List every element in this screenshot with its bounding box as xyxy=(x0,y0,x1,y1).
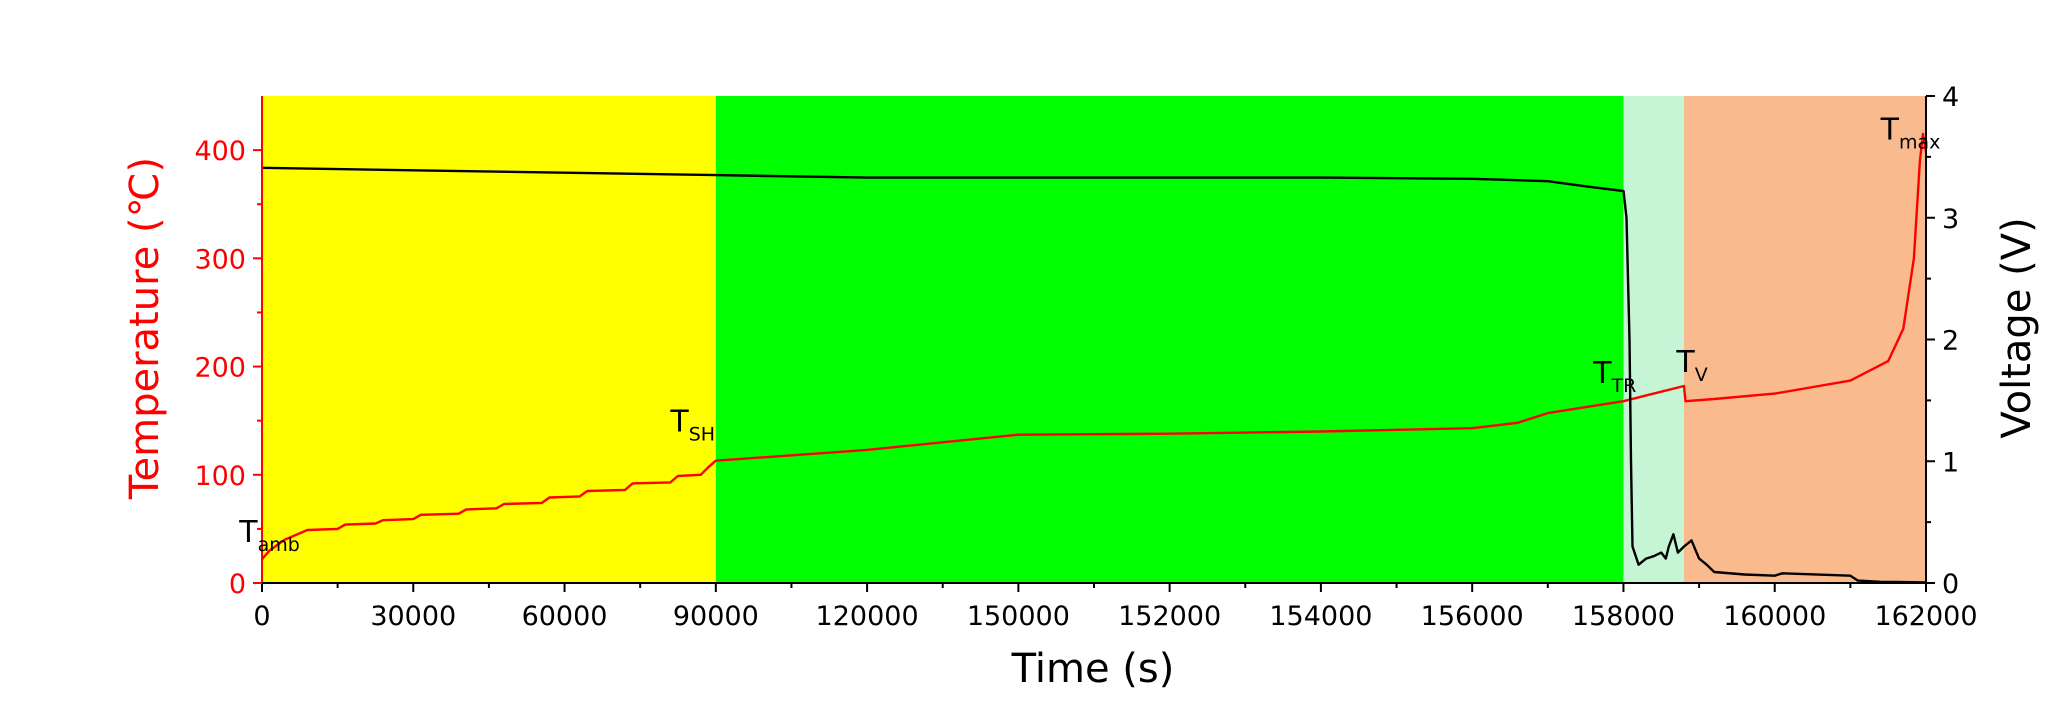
x-tick-label: 30000 xyxy=(370,601,456,632)
y-right-tick-label: 4 xyxy=(1942,82,1959,113)
x-tick-label: 120000 xyxy=(816,601,919,632)
x-tick-label: 154000 xyxy=(1269,601,1372,632)
x-tick-label: 90000 xyxy=(673,601,759,632)
y-left-axis-title: Temperature (℃) xyxy=(122,157,168,500)
x-tick-label: 156000 xyxy=(1421,601,1524,632)
y-left-tick-label: 0 xyxy=(229,569,246,600)
x-tick-label: 158000 xyxy=(1572,601,1675,632)
x-axis-title: Time (s) xyxy=(1011,646,1175,692)
annotation-label: TV xyxy=(1675,345,1707,386)
series-line-voltage xyxy=(261,166,1927,584)
y-left-tick-label: 100 xyxy=(194,461,246,492)
region-3 xyxy=(1683,96,1926,583)
axes: 0 30000 60000 90000 120000 150000 152000 154000… xyxy=(194,82,1977,632)
y-right-tick-label: 2 xyxy=(1942,326,1959,357)
y-right-tick-label: 1 xyxy=(1942,447,1959,478)
annotation-label: TSH xyxy=(669,404,715,445)
annotation-label: TTR xyxy=(1592,356,1636,397)
annotation-label: Tamb xyxy=(238,515,300,556)
series-line-temperature xyxy=(261,132,1928,560)
y-right-tick-label: 0 xyxy=(1942,569,1959,600)
annotation-label: Tmax xyxy=(1880,112,1941,153)
region-1 xyxy=(715,96,1624,583)
x-tick-label: 152000 xyxy=(1118,601,1221,632)
x-tick-label: 160000 xyxy=(1723,601,1826,632)
x-tick-label: 60000 xyxy=(522,601,608,632)
series-group xyxy=(261,132,1928,584)
x-tick-label: 162000 xyxy=(1874,601,1977,632)
annotations: Tamb TSH TTR TV Tmax xyxy=(238,112,1940,556)
background-regions xyxy=(262,96,1926,583)
y-right-tick-label: 3 xyxy=(1942,204,1959,235)
x-tick-label: 150000 xyxy=(967,601,1070,632)
region-2 xyxy=(1623,96,1684,583)
y-right-axis-title: Voltage (V) xyxy=(1994,217,2040,438)
y-left-tick-label: 300 xyxy=(194,244,246,275)
y-left-tick-label: 200 xyxy=(194,353,246,384)
y-left-tick-label: 400 xyxy=(194,136,246,167)
x-tick-label: 0 xyxy=(253,601,270,632)
region-0 xyxy=(262,96,716,583)
